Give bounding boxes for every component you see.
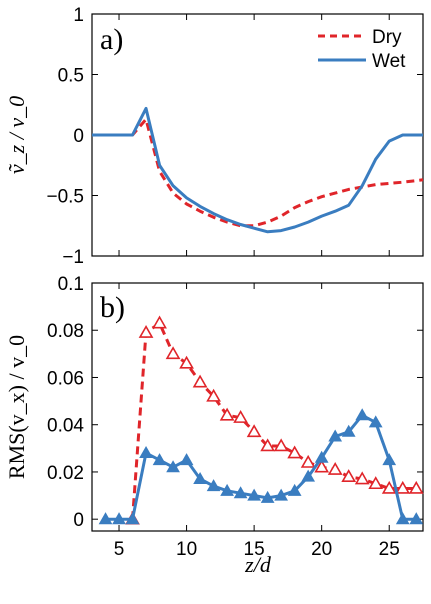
panel-b-series-dry-marker xyxy=(260,438,276,452)
panel-b-series-dry-marker xyxy=(192,374,208,388)
panel-a-ytick-label: 0 xyxy=(73,126,84,147)
panel-b-series-wet-marker xyxy=(287,483,302,496)
panel-b-xtick-label: 15 xyxy=(244,539,265,560)
panel-b-series-dry-marker xyxy=(246,424,262,438)
panel-a-ytick-label: −0.5 xyxy=(46,187,84,208)
panel-b-ytick-label: 0.04 xyxy=(47,416,84,437)
panel-b-xtick-label: 5 xyxy=(114,539,125,560)
panel-a-series-dry-line xyxy=(92,117,424,228)
panel-b-plot-area xyxy=(91,282,424,532)
panel-b-series-wet-marker xyxy=(166,460,180,473)
panel-b-y-ticks: 0.1 0.08 0.06 0.04 0.02 0 xyxy=(47,274,423,531)
panel-b-ytick-label: 0.08 xyxy=(47,321,84,342)
legend: Dry Wet xyxy=(318,27,406,72)
panel-b-series-wet-marker xyxy=(179,453,194,466)
panel-b-series-wet-marker xyxy=(112,512,126,525)
svg-text:RMS(v_x) / v_0: RMS(v_x) / v_0 xyxy=(4,335,29,479)
panel-a-label: a) xyxy=(100,23,123,56)
panel-b-series-dry-marker xyxy=(341,469,357,482)
panel-b-series-dry-marker xyxy=(354,471,370,485)
panel-b-series-dry-marker xyxy=(287,445,303,459)
panel-b-ytick-label: 0.1 xyxy=(58,274,84,295)
panel-b-series-wet-marker xyxy=(152,453,167,466)
panel-b-series-dry-marker xyxy=(327,461,343,475)
panel-b-series-wet-marker xyxy=(247,488,261,501)
panel-b-series-wet-line xyxy=(105,413,417,521)
panel-b-series-dry-marker xyxy=(165,346,181,360)
panel-b-series-wet-marker xyxy=(395,512,410,525)
panel-b-series-wet-marker xyxy=(139,446,153,459)
panel-b-x-ticks: 5 10 15 20 25 xyxy=(114,283,400,560)
svg-text:ṽ_z / v_0: ṽ_z / v_0 xyxy=(4,96,29,174)
panel-b-ytick-label: 0.06 xyxy=(47,368,84,389)
panel-b-xlabel: z/d xyxy=(244,552,272,577)
panel-a-series xyxy=(92,106,424,234)
panel-b-series-wet-marker xyxy=(368,415,383,428)
panel-b-series-wet-marker xyxy=(206,479,221,492)
panel-b-series-dry-marker xyxy=(233,410,248,423)
panel-b-series-wet-marker xyxy=(220,483,234,496)
panel-b-series-wet-marker xyxy=(98,512,113,525)
panel-a-ytick-label: −1 xyxy=(62,247,84,268)
panel-b-series-dry-marker xyxy=(314,459,330,473)
legend-dry-label: Dry xyxy=(372,27,402,48)
panel-a-ylabel-text: ṽ_z / v_0 xyxy=(4,96,29,174)
panel-b-series-dry-marker xyxy=(381,480,397,494)
panel-a-ytick-label: 1 xyxy=(73,5,84,26)
panel-b-series-wet-marker xyxy=(409,512,424,525)
legend-wet-label: Wet xyxy=(372,51,406,72)
panel-b-series-wet-marker xyxy=(274,488,289,501)
panel-a-ytick-label: 0.5 xyxy=(58,66,84,87)
panel-b-series-dry-marker xyxy=(179,355,194,369)
panel-b-xtick-label: 10 xyxy=(176,539,197,560)
panel-b-series-dry-marker xyxy=(206,388,221,402)
panel-b-series-dry-marker xyxy=(395,480,411,494)
panel-b-series-wet-marker xyxy=(260,490,275,503)
panel-b-xtick-label: 25 xyxy=(379,539,400,560)
panel-b-series-wet-marker xyxy=(382,453,397,466)
panel-b-series-wet-marker xyxy=(314,450,329,463)
panel-a-ylabel: ṽ_z / v_0 xyxy=(4,96,29,174)
panel-b-ylabel-text: RMS(v_x) / v_0 xyxy=(4,335,29,479)
panel-b-series-dry-marker xyxy=(152,315,167,329)
panel-b-label: b) xyxy=(100,291,125,324)
panel-b-ytick-label: 0 xyxy=(73,510,84,531)
panel-b-ytick-label: 0.02 xyxy=(47,463,84,484)
panel-b-series-dry-line xyxy=(131,321,417,520)
panel-b-series-wet-marker xyxy=(193,472,207,485)
panel-b-series-dry-marker xyxy=(138,324,154,338)
panel-b-series-dry-marker xyxy=(273,438,289,452)
panel-b-series-wet-marker xyxy=(233,486,248,499)
panel-b-series-dry-marker xyxy=(300,454,316,468)
panel-b-series-dry-marker xyxy=(368,476,384,490)
panel-b-xtick-label: 20 xyxy=(311,539,332,560)
panel-b-ylabel: RMS(v_x) / v_0 xyxy=(4,335,29,479)
panel-a-series-wet-line xyxy=(92,106,423,234)
panel-b-series-dry-marker xyxy=(219,407,235,421)
panel-b-series-wet-marker xyxy=(341,424,356,437)
panel-b-series-wet-marker xyxy=(301,469,316,482)
panel-b-series-wet-marker xyxy=(125,512,140,525)
panel-b-series xyxy=(98,315,424,525)
panel-b-series-wet-marker xyxy=(328,429,343,442)
panel-b-series-dry-marker xyxy=(408,480,424,494)
panel-b-series-wet-marker xyxy=(355,408,370,421)
panel-a-y-ticks: 1 0.5 0 −0.5 −1 xyxy=(46,5,423,268)
